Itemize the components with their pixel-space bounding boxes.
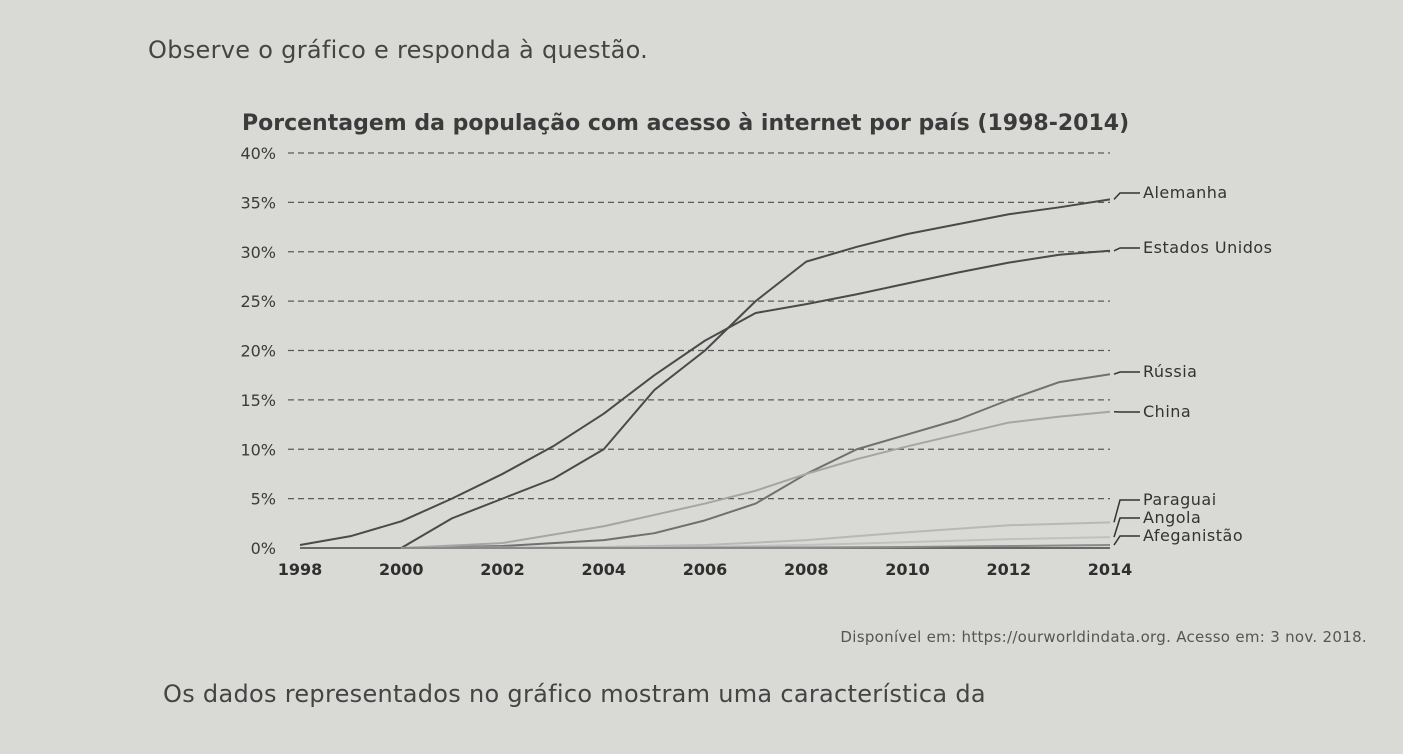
series-label: Alemanha bbox=[1143, 183, 1228, 202]
chart-title: Porcentagem da população com acesso à in… bbox=[242, 111, 1129, 136]
series-label: Estados Unidos bbox=[1143, 238, 1272, 257]
y-tick-label: 0% bbox=[251, 539, 276, 558]
x-tick-label: 2004 bbox=[581, 560, 626, 579]
x-tick-label: 2006 bbox=[683, 560, 728, 579]
y-tick-label: 30% bbox=[240, 243, 276, 262]
source-citation: Disponível em: https://ourworldindata.or… bbox=[840, 628, 1367, 646]
series-label-connector bbox=[1114, 193, 1140, 199]
x-tick-label: 2008 bbox=[784, 560, 829, 579]
series-label-connector bbox=[1114, 372, 1140, 374]
y-tick-label: 35% bbox=[240, 193, 276, 212]
series-label: Angola bbox=[1143, 508, 1201, 527]
y-tick-label: 5% bbox=[251, 490, 276, 509]
series-label: Afeganistão bbox=[1143, 526, 1243, 545]
series-label-connector bbox=[1114, 536, 1140, 545]
series-line bbox=[401, 412, 1110, 548]
series-label: China bbox=[1143, 402, 1191, 421]
x-tick-label: 2002 bbox=[480, 560, 525, 579]
series-line bbox=[300, 251, 1110, 545]
x-tick-label: 2012 bbox=[986, 560, 1031, 579]
x-axis-ticks: 1998 2000 2002 2004 2006 2008 2010 2012 2014 bbox=[278, 560, 1133, 579]
x-tick-label: 1998 bbox=[278, 560, 323, 579]
x-tick-label: 2000 bbox=[379, 560, 424, 579]
series-line bbox=[401, 522, 1110, 548]
y-tick-label: 10% bbox=[240, 440, 276, 459]
series-label: Paraguai bbox=[1143, 490, 1217, 509]
x-tick-label: 2014 bbox=[1088, 560, 1133, 579]
x-tick-label: 2010 bbox=[885, 560, 930, 579]
y-tick-label: 20% bbox=[240, 342, 276, 361]
series-label-connector bbox=[1114, 248, 1140, 251]
y-axis-ticks: 0% 5% 10% 15% 20% 25% 30% 35% 40% bbox=[240, 144, 276, 558]
series-label-connector bbox=[1114, 518, 1140, 537]
question-text: Os dados representados no gráfico mostra… bbox=[163, 680, 986, 708]
grid-layer bbox=[288, 153, 1110, 548]
series-labels: Alemanha Estados Unidos Rússia China Paragua… bbox=[1114, 183, 1272, 545]
series-label-connector bbox=[1114, 500, 1140, 522]
series-label: Rússia bbox=[1143, 362, 1197, 381]
y-tick-label: 25% bbox=[240, 292, 276, 311]
y-tick-label: 40% bbox=[240, 144, 276, 163]
y-tick-label: 15% bbox=[240, 391, 276, 410]
